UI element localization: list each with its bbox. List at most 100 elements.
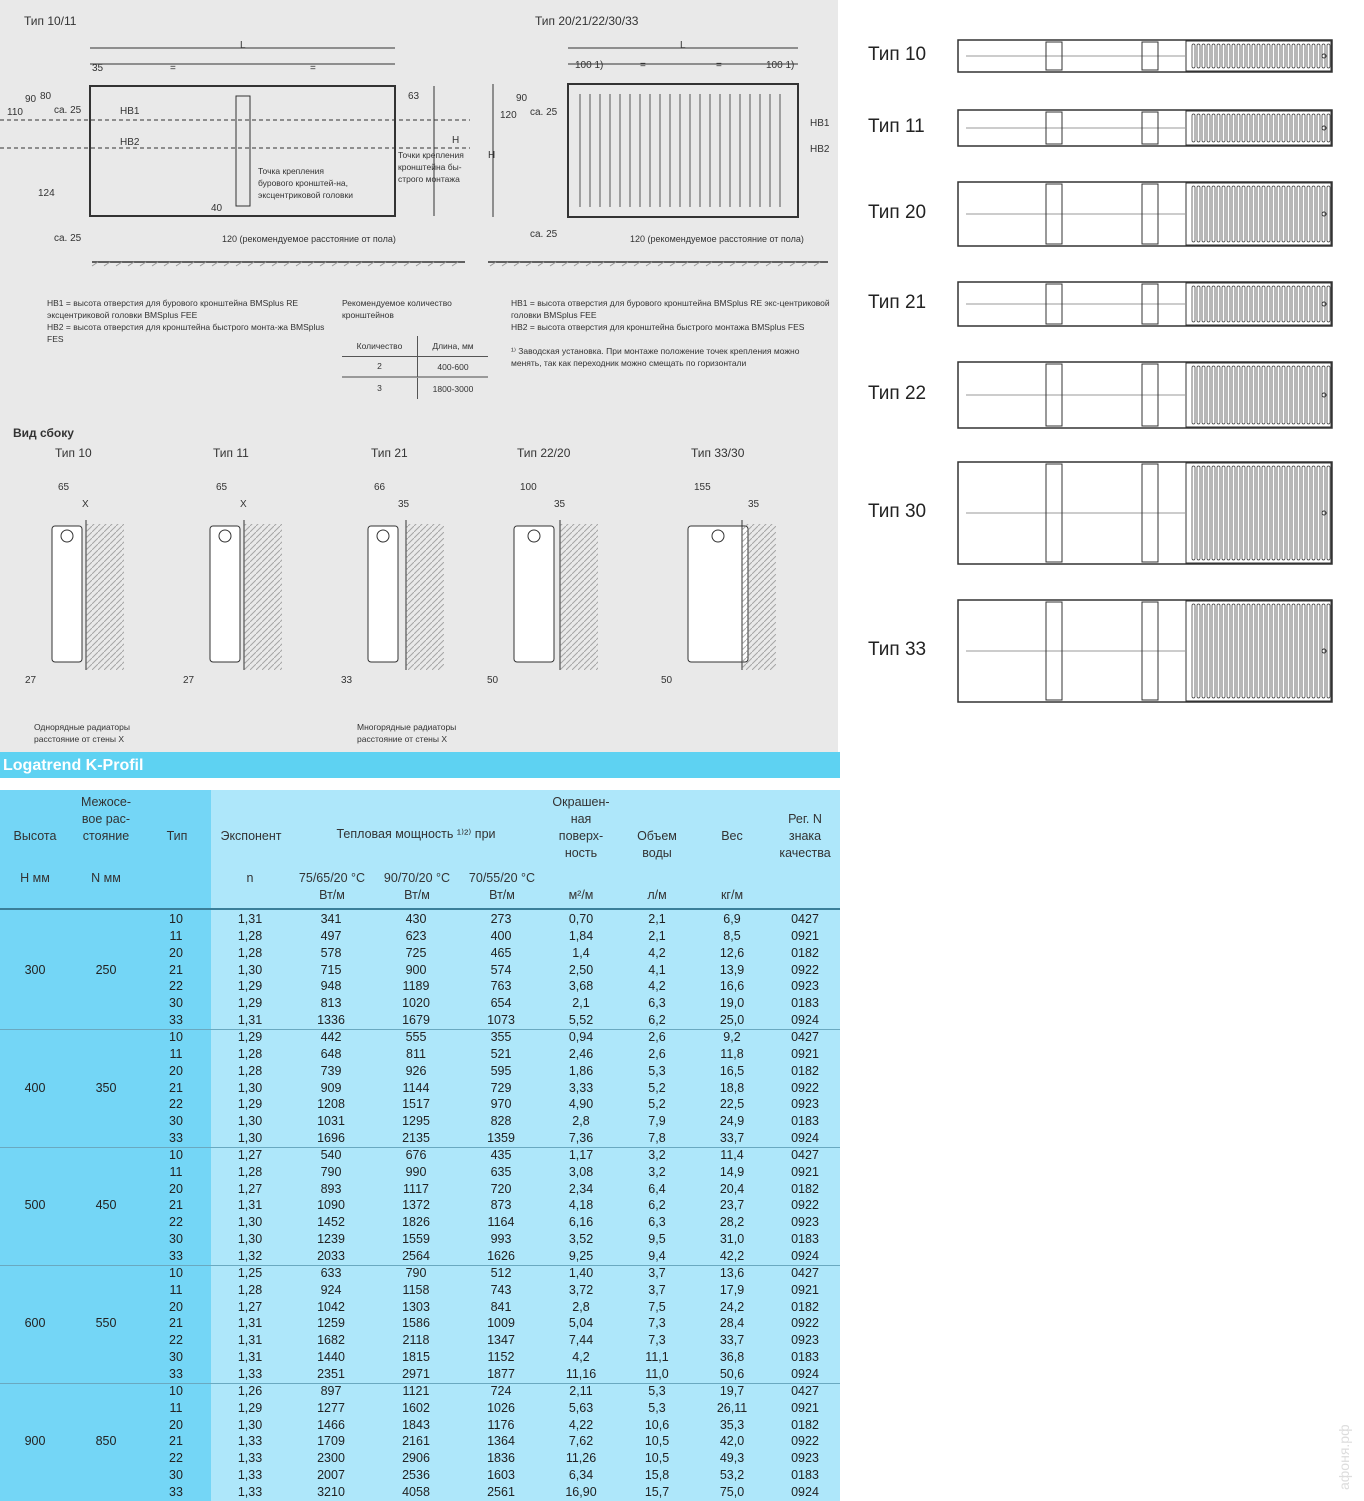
table-cell: 6,16: [568, 1215, 594, 1230]
table-cell: 7,3: [648, 1316, 666, 1331]
cell-axis: 450: [95, 1198, 117, 1213]
table-cell: 21: [169, 1080, 183, 1095]
table-cell: 49,3: [719, 1451, 745, 1466]
table-cell: 42,0: [719, 1434, 745, 1449]
table-cell: 33,7: [719, 1333, 745, 1348]
table-cell: 729: [490, 1080, 512, 1095]
table-cell: 36,8: [719, 1350, 745, 1365]
table-cell: 2536: [402, 1468, 430, 1483]
table-cell: 2,8: [572, 1114, 590, 1129]
th-type: Тип: [166, 829, 188, 843]
table-cell: 2,34: [568, 1181, 594, 1196]
table-cell: 970: [490, 1097, 512, 1112]
table-cell: 0921: [791, 928, 819, 943]
dim: HB1: [810, 118, 830, 129]
dim: HB2: [810, 144, 830, 155]
table-cell: 24,2: [719, 1299, 745, 1314]
table-cell: 0923: [791, 979, 819, 994]
table-cell: 3,2: [648, 1164, 666, 1179]
table-cell: 1,17: [568, 1147, 594, 1162]
table-cell: 0427: [791, 1265, 819, 1280]
table-cell: 1,33: [237, 1451, 263, 1466]
dim-x: 35: [748, 499, 760, 510]
table-cell: 578: [320, 945, 342, 960]
table-cell: 0427: [791, 1029, 819, 1044]
floor-distance-right: 120 (рекомендуемое расстояние от пола): [630, 234, 804, 244]
table-cell: 948: [320, 979, 342, 994]
table-cell: 0183: [791, 1468, 819, 1483]
table-cell: 743: [490, 1282, 512, 1297]
table-cell: 1,28: [237, 945, 263, 960]
table-cell: 21: [169, 962, 183, 977]
table-cell: 4,2: [648, 979, 666, 994]
table-cell: 11: [169, 1282, 183, 1297]
side-view-label: Тип 11: [213, 446, 249, 460]
table-cell: 53,2: [719, 1468, 745, 1483]
table-cell: 1,30: [237, 1232, 263, 1247]
table-cell: 720: [490, 1181, 512, 1196]
table-cell: 9,5: [648, 1232, 666, 1247]
type-top-view-drawing: [957, 361, 1333, 429]
table-cell: 33: [169, 1013, 183, 1028]
table-cell: 555: [405, 1029, 427, 1044]
table-cell: 635: [490, 1164, 512, 1179]
type-label: Тип 21: [868, 292, 927, 313]
dim-bottom: 27: [25, 675, 37, 686]
table-cell: 5,04: [568, 1316, 594, 1331]
table-cell: 13,9: [719, 962, 745, 977]
table-cell: 5,3: [648, 1383, 666, 1398]
table-cell: 1303: [402, 1299, 430, 1314]
table-cell: 873: [490, 1198, 512, 1213]
table-cell: 1,30: [237, 1080, 263, 1095]
dim: 35: [92, 63, 104, 74]
type-label: Тип 10: [868, 44, 927, 65]
table-cell: 22: [169, 1333, 183, 1348]
table-cell: 50,6: [719, 1366, 745, 1381]
type-label: Тип 11: [868, 116, 925, 137]
table-cell: 1277: [317, 1400, 345, 1415]
table-cell: 512: [490, 1265, 512, 1280]
table-cell: 739: [320, 1063, 342, 1078]
table-cell: 10,5: [644, 1451, 670, 1466]
table-cell: 442: [320, 1029, 342, 1044]
table-cell: 0427: [791, 1383, 819, 1398]
note-fast-mount: Точки крепления кронштейна бы-строго мон…: [398, 150, 464, 184]
table-cell: 28,2: [719, 1215, 745, 1230]
legend-hb1-left: HB1 = высота отверстия для бурового крон…: [47, 298, 299, 320]
table-cell: 595: [490, 1063, 512, 1078]
table-cell: 5,2: [648, 1097, 666, 1112]
front-left-title: Тип 10/11: [24, 14, 77, 28]
table-cell: 33: [169, 1249, 183, 1263]
table-cell: 341: [320, 912, 342, 926]
table-cell: 11: [169, 1046, 183, 1061]
table-cell: 0182: [791, 1299, 819, 1314]
table-cell: 1,31: [237, 1333, 263, 1348]
table-cell: 0183: [791, 1232, 819, 1247]
table-cell: 990: [405, 1164, 427, 1179]
table-cell: 924: [320, 1282, 342, 1297]
table-cell: 6,4: [648, 1181, 666, 1196]
table-cell: 22: [169, 1097, 183, 1112]
table-cell: 6,9: [723, 912, 741, 926]
table-cell: 400: [490, 928, 512, 943]
table-cell: 1,28: [237, 1164, 263, 1179]
table-cell: 893: [320, 1181, 342, 1196]
table-cell: 10: [169, 912, 183, 926]
dim: ca. 25: [54, 105, 82, 116]
table-cell: 21: [169, 1434, 183, 1449]
dim: 100 1): [766, 60, 795, 71]
cell-axis: 550: [95, 1316, 117, 1331]
td: 1800-3000: [432, 383, 474, 394]
table-cell: 4058: [402, 1484, 430, 1499]
table-cell: 9,25: [568, 1249, 594, 1263]
table-cell: 1815: [402, 1350, 430, 1365]
table-cell: 2300: [317, 1451, 345, 1466]
table-cell: 1,32: [237, 1249, 263, 1263]
table-cell: 1117: [403, 1181, 429, 1196]
table-cell: 1158: [402, 1282, 430, 1297]
table-cell: 355: [490, 1029, 512, 1044]
cell-height: 300: [24, 962, 46, 977]
table-cell: 1042: [317, 1299, 345, 1314]
side-view-label: Тип 33/30: [691, 446, 745, 460]
table-cell: 1,29: [237, 996, 263, 1011]
